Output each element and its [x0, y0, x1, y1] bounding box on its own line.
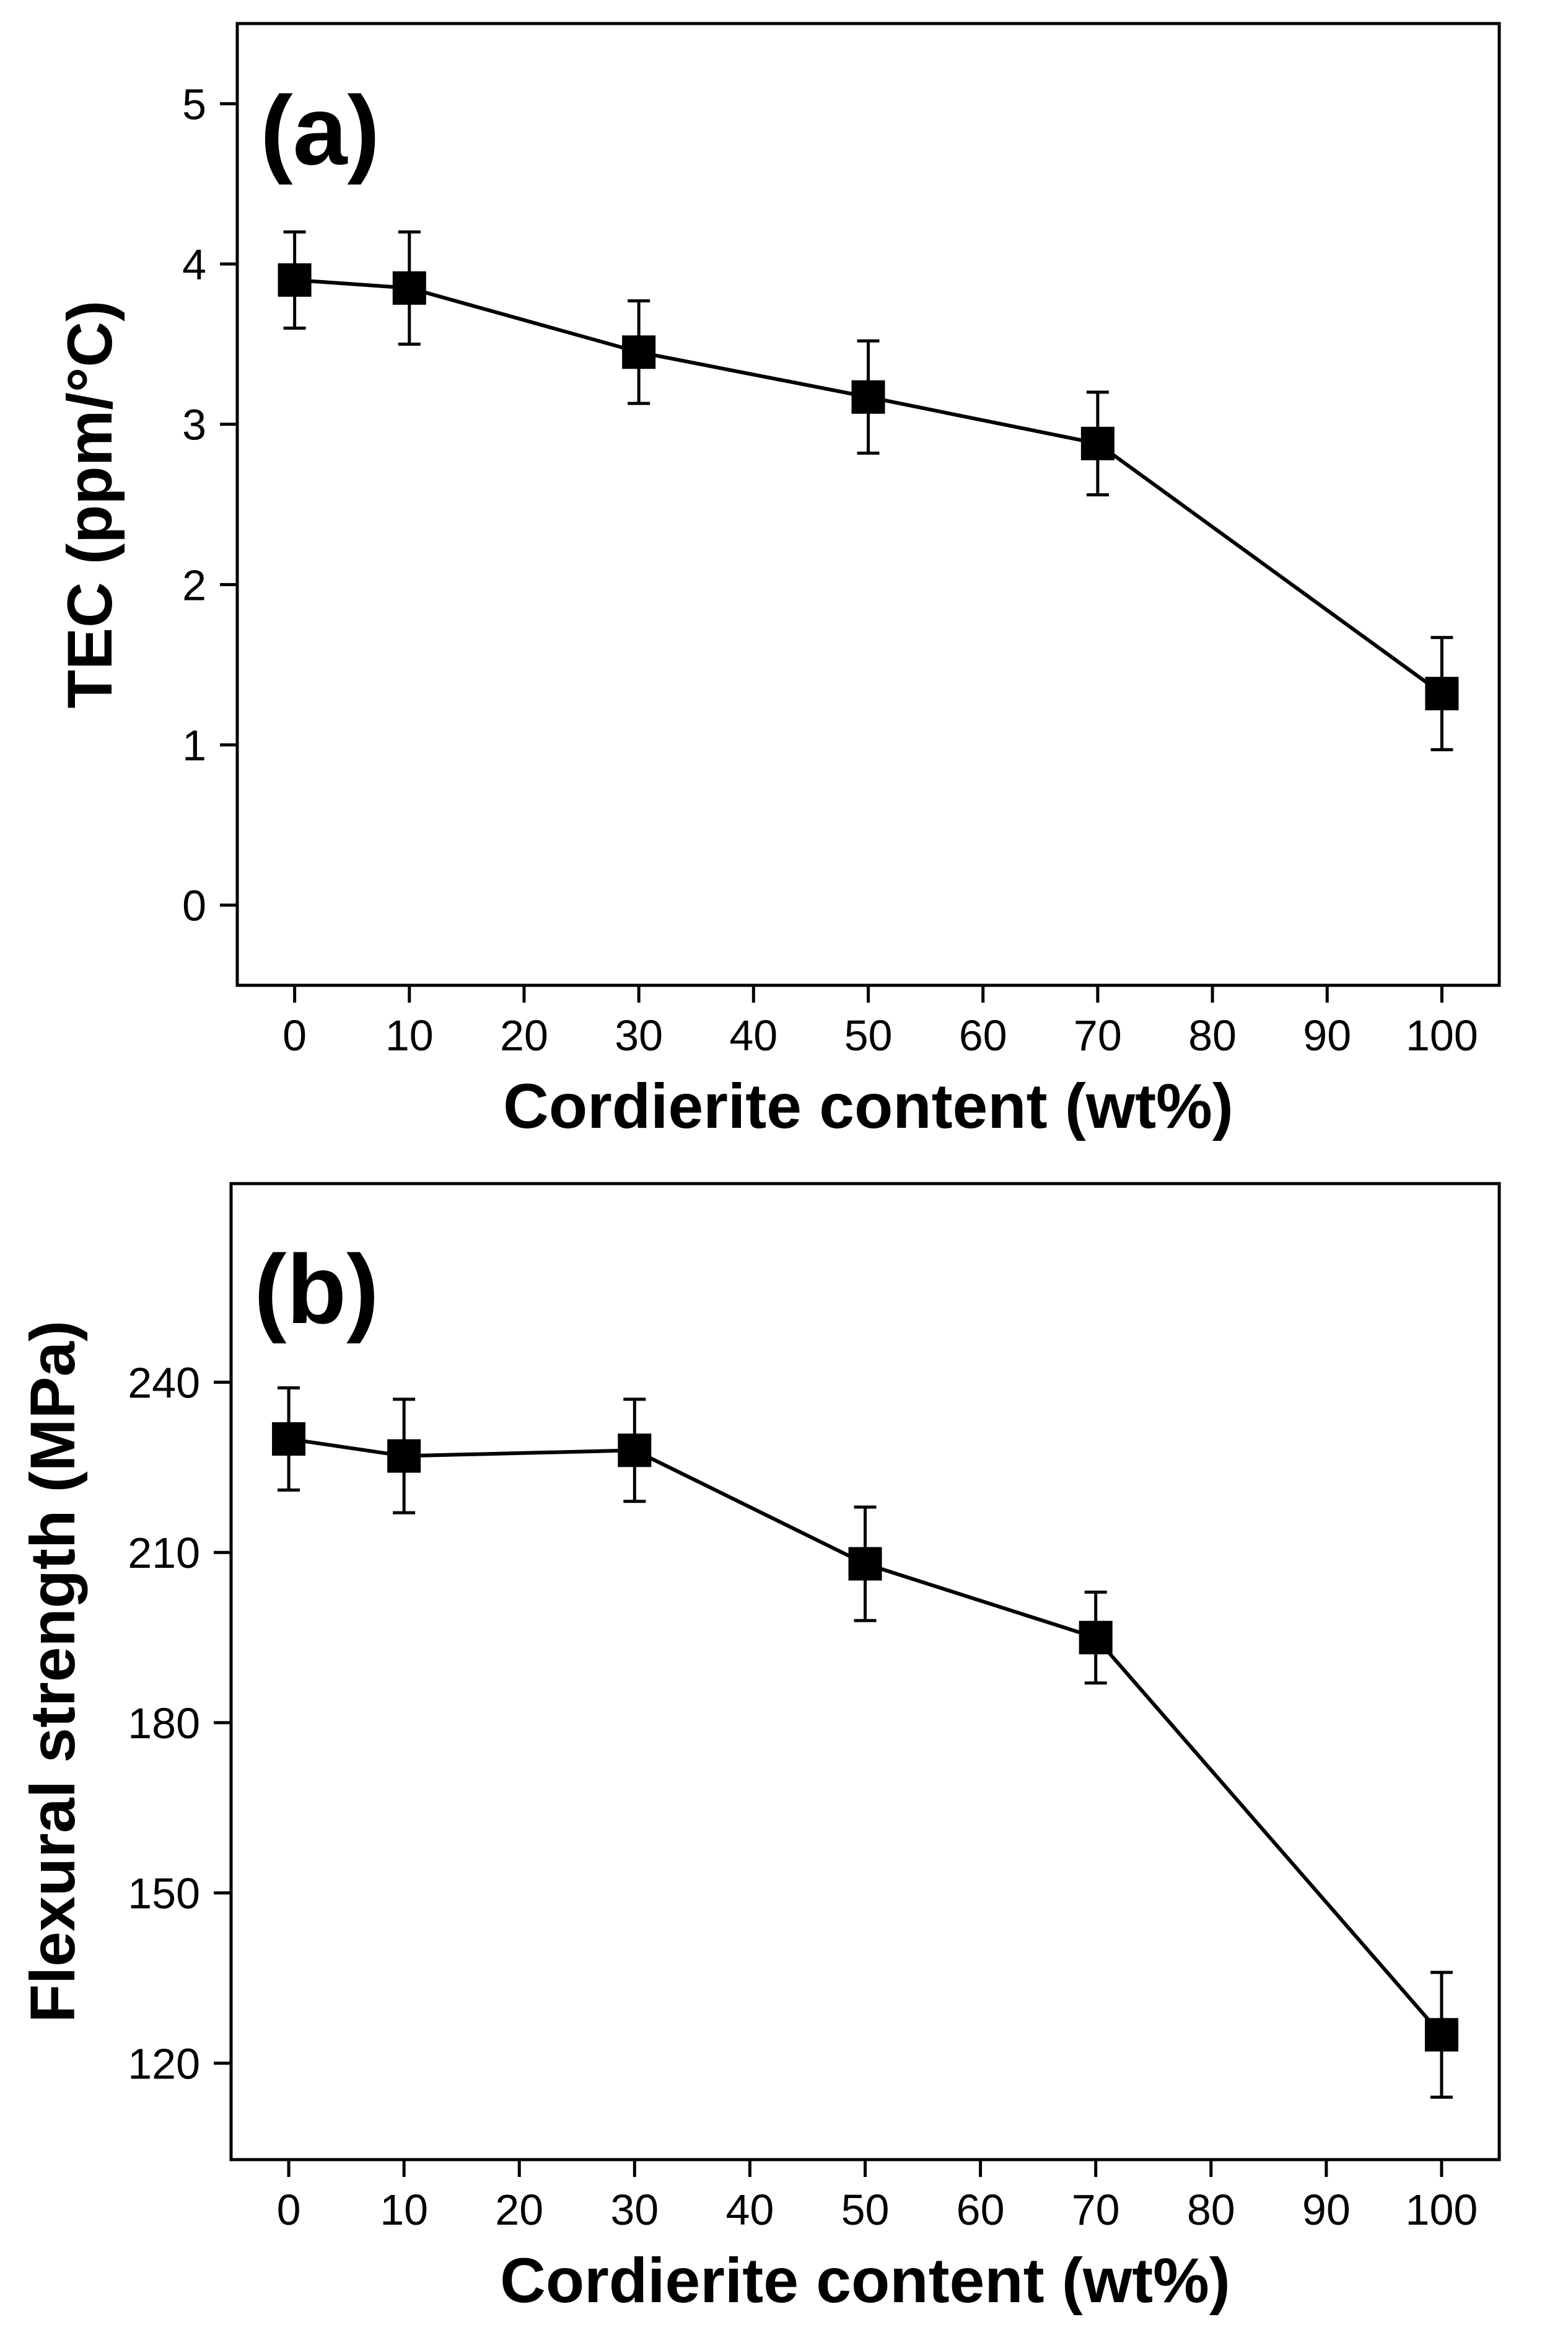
panel-label: (a) [260, 76, 380, 185]
x-tick-label: 70 [1074, 1011, 1122, 1060]
y-tick-label: 2 [182, 561, 206, 609]
data-point-marker [618, 1433, 652, 1467]
x-tick-label: 40 [725, 2186, 774, 2234]
x-tick-label: 0 [277, 2186, 301, 2234]
y-axis-title: TEC (ppm/°C) [55, 301, 125, 708]
x-tick-label: 60 [957, 2186, 1005, 2234]
data-point-marker [272, 1422, 306, 1456]
y-tick-label: 180 [128, 1699, 200, 1748]
plot-frame [229, 1182, 1501, 2161]
x-tick-label: 90 [1302, 2186, 1351, 2234]
y-axis-title: Flexural strength (MPa) [17, 1321, 88, 2023]
data-point-marker [622, 335, 656, 369]
y-tick-label: 150 [128, 1870, 200, 1918]
x-tick-label: 100 [1406, 1011, 1478, 1060]
data-point-marker [1424, 2018, 1458, 2052]
x-tick-label: 20 [500, 1011, 548, 1060]
x-tick-label: 70 [1072, 2186, 1120, 2234]
x-axis-title: Cordierite content (wt%) [503, 1071, 1233, 1141]
series-line [294, 278, 1443, 695]
data-point-marker [278, 263, 312, 297]
y-tick-label: 240 [128, 1358, 200, 1407]
x-tick-label: 60 [959, 1011, 1007, 1060]
x-axis-title: Cordierite content (wt%) [500, 2245, 1230, 2316]
x-tick-label: 40 [729, 1011, 777, 1060]
chart-panel-1: 0 10 20 30 40 50 60 70 80 90 100 120 150 180 210 240 Cor… [17, 1182, 1501, 2316]
y-tick-label: 5 [182, 80, 206, 128]
data-point-marker [1079, 1620, 1113, 1655]
x-tick-label: 20 [495, 2186, 543, 2234]
y-tick-label: 4 [182, 240, 206, 289]
panel-label: (b) [254, 1235, 379, 1344]
x-tick-label: 50 [844, 1011, 893, 1060]
data-point-marker [1425, 677, 1459, 711]
data-point-marker [1080, 426, 1115, 460]
y-tick-label: 1 [182, 721, 206, 770]
x-tick-label: 0 [283, 1011, 307, 1060]
x-tick-label: 30 [615, 1011, 663, 1060]
x-tick-label: 50 [841, 2186, 890, 2234]
x-tick-label: 80 [1188, 1011, 1237, 1060]
x-tick-label: 10 [385, 1011, 434, 1060]
x-tick-label: 100 [1406, 2186, 1478, 2234]
x-tick-label: 30 [610, 2186, 659, 2234]
x-tick-label: 90 [1303, 1011, 1351, 1060]
y-tick-label: 210 [128, 1529, 200, 1577]
data-point-marker [387, 1439, 421, 1473]
y-tick-label: 0 [182, 882, 206, 930]
x-tick-label: 80 [1187, 2186, 1235, 2234]
y-tick-label: 120 [128, 2039, 200, 2088]
chart-panel-0: 0 10 20 30 40 50 60 70 80 90 100 0 1 2 3 4 5 Cordierite c… [55, 22, 1501, 1141]
data-point-marker [851, 380, 885, 414]
series-line [288, 1437, 1443, 2036]
data-point-marker [392, 271, 426, 305]
y-tick-label: 3 [182, 401, 206, 449]
data-point-marker [848, 1547, 882, 1581]
x-tick-label: 10 [380, 2186, 428, 2234]
plot-frame [235, 22, 1501, 987]
